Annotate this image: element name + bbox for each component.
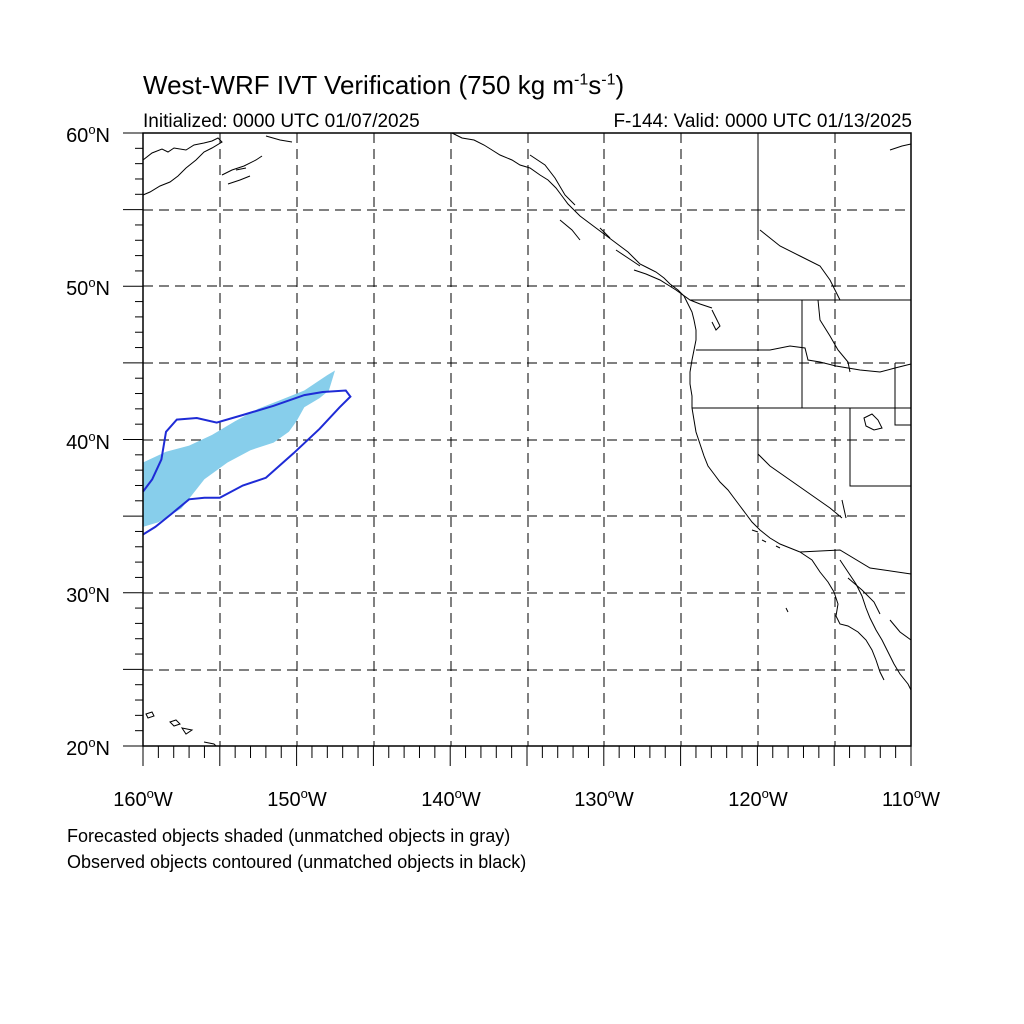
lon-label-160: 160oW (113, 786, 173, 811)
puget-sound (711, 309, 721, 331)
hawaii-oahu (169, 719, 181, 727)
valid-time-label: F-144: Valid: 0000 UTC 01/13/2025 (613, 111, 912, 132)
lon-label-120: 120oW (728, 786, 788, 811)
legend-note-observed: Observed objects contoured (unmatched ob… (67, 852, 527, 872)
hawaii-kauai (145, 711, 155, 719)
west-coast (451, 132, 801, 553)
canada-river (759, 229, 841, 301)
channel-islands (751, 529, 789, 613)
alaska-coast (142, 137, 223, 196)
lat-label-60: 60oN (66, 122, 110, 147)
lat-label-40: 40oN (66, 429, 110, 454)
forecast-ivt-object (143, 370, 335, 527)
id-state-borders (801, 299, 911, 426)
gulf-of-california (839, 559, 912, 691)
lon-label-150: 150oW (267, 786, 327, 811)
bc-inlets (529, 154, 641, 267)
lat-label-50: 50oN (66, 275, 110, 300)
hawaii-maui (180, 727, 194, 735)
baja-west-coast (799, 551, 885, 681)
us-mexico-border (799, 549, 912, 575)
mexico-coast (847, 577, 912, 641)
alaska-islands (221, 155, 263, 185)
observed-ivt-contour (142, 389, 352, 536)
vancouver-island (633, 269, 713, 309)
lon-label-110: 110oW (881, 786, 940, 811)
lon-label-130: 130oW (574, 786, 634, 811)
init-time-label: Initialized: 0000 UTC 01/07/2025 (143, 111, 420, 132)
hudson-coast (889, 143, 912, 151)
coastlines (142, 132, 912, 747)
lat-label-30: 30oN (66, 582, 110, 607)
alaska-coast-top (265, 135, 293, 143)
lat-label-20: 20oN (66, 735, 110, 760)
lon-label-140: 140oW (421, 786, 481, 811)
legend-note-forecast: Forecasted objects shaded (unmatched obj… (67, 826, 511, 846)
nv-az-border (841, 408, 911, 519)
ca-nv-border (757, 408, 843, 519)
map-title: West-WRF IVT Verification (750 kg m-1s-1… (143, 70, 625, 100)
or-ca-nv-border (692, 350, 911, 409)
wa-or-border (696, 345, 912, 373)
axis-ticks (123, 132, 912, 766)
great-salt-lake (863, 413, 883, 431)
